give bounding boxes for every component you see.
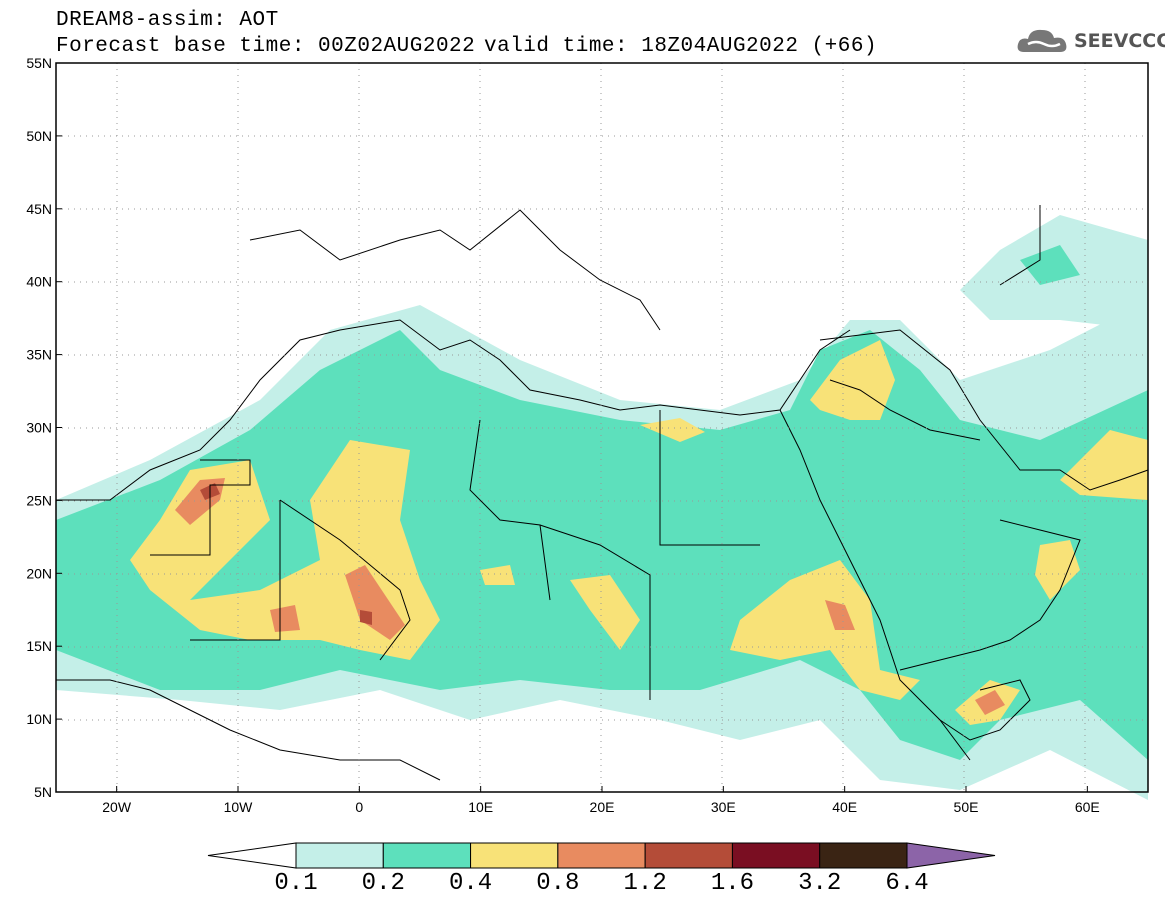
forecast-base-time: Forecast base time: 00Z02AUG2022 (56, 35, 476, 58)
longitude-label: 10W (224, 799, 254, 815)
grid (56, 63, 1148, 792)
colorbar-level-label: 1.6 (710, 870, 755, 897)
aot-level-0-8 (975, 690, 1005, 715)
colorbar-segment (207, 842, 297, 869)
latitude-label: 10N (26, 711, 52, 727)
logo-text: SEEVCCC (1074, 30, 1165, 52)
colorbar-level-label: 3.2 (798, 870, 842, 897)
colorbar-segment (382, 842, 472, 869)
aot-level-0-4 (570, 575, 640, 650)
aot-level-0-4 (1035, 540, 1080, 600)
latitude-label: 45N (26, 201, 52, 217)
colorbar-segment (906, 842, 996, 869)
longitude-label: 0 (355, 799, 363, 815)
latitude-label: 40N (26, 274, 52, 290)
longitude-label: 50E (954, 799, 979, 815)
colorbar-level-label: 0.1 (274, 870, 318, 897)
latitude-labels: 55N 50N 45N 40N 35N 30N 25N 20N 15N 10N 5N (26, 55, 62, 800)
aot-level-0-4 (480, 565, 515, 585)
colorbar-segment (470, 842, 559, 869)
latitude-label: 50N (26, 128, 52, 144)
latitude-label: 15N (26, 638, 52, 654)
aot-level-0-8 (345, 565, 405, 640)
longitude-label: 20E (590, 799, 615, 815)
latitude-label: 35N (26, 347, 52, 363)
aot-level-0-4 (730, 560, 920, 700)
valid-time: valid time: 18Z04AUG2022 (+66) (484, 35, 878, 58)
aot-level-0-4 (1060, 430, 1148, 500)
aot-level-0-4 (810, 340, 895, 420)
aot-level-0-8 (270, 605, 300, 632)
longitude-label: 40E (832, 799, 857, 815)
longitude-label: 60E (1075, 799, 1100, 815)
colorbar-level-label: 0.4 (448, 870, 493, 897)
colorbar-segment (295, 842, 384, 869)
seevccc-logo: SEEVCCC (1016, 22, 1165, 58)
map-title: DREAM8-assim: AOT (56, 9, 279, 32)
longitude-labels: 20W 10W 0 10E 20E 30E 40E 50E 60E (102, 786, 1100, 815)
colorbar-segment (819, 842, 908, 869)
longitude-label: 30E (711, 799, 736, 815)
colorbar-segment (731, 842, 821, 869)
longitude-label: 10E (468, 799, 493, 815)
latitude-label: 30N (26, 420, 52, 436)
colorbar (207, 842, 996, 869)
latitude-label: 5N (34, 784, 52, 800)
aot-level-1-2 (360, 610, 372, 625)
aot-level-0-8 (825, 600, 855, 630)
coastlines (56, 205, 1149, 781)
colorbar-segment (557, 842, 646, 869)
longitude-label: 20W (102, 799, 132, 815)
colorbar-level-label: 1.2 (623, 870, 667, 897)
colorbar-level-label: 6.4 (885, 870, 929, 897)
latitude-label: 20N (26, 565, 52, 581)
aot-level-0-4 (640, 418, 705, 442)
aot-contours (56, 215, 1148, 800)
latitude-label: 55N (26, 55, 52, 71)
cloud-icon (1017, 29, 1067, 52)
colorbar-level-label: 0.2 (361, 870, 405, 897)
aot-level-0-2 (1020, 245, 1080, 285)
colorbar-segment (644, 842, 733, 869)
colorbar-level-label: 0.8 (536, 870, 580, 897)
latitude-label: 25N (26, 492, 52, 508)
